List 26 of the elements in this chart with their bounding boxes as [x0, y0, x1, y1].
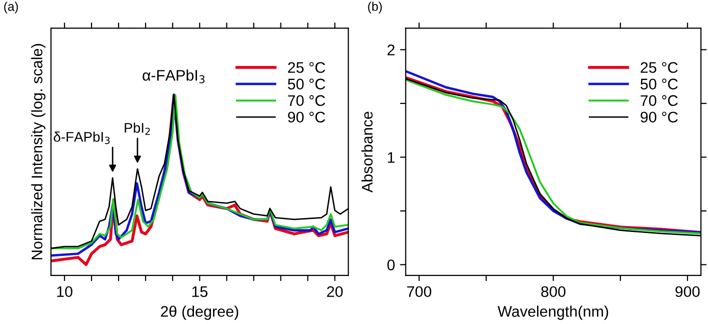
- x-tick-label: 10: [57, 286, 72, 298]
- y-axis-title: Normalized Intensity (log. scale): [31, 44, 46, 260]
- legend-label: 50 °C: [640, 78, 678, 90]
- legend-label: 90 °C: [288, 112, 326, 123]
- x-tick-label: 800: [541, 286, 566, 298]
- y-tick-label: 0: [387, 260, 395, 270]
- x-axis-title: Wavelength(nm): [498, 306, 608, 320]
- x-tick-label: 15: [192, 286, 208, 298]
- x-tick-label: 700: [407, 286, 432, 298]
- chart-title: (b): [368, 2, 382, 14]
- legend-label: 25 °C: [288, 62, 326, 73]
- annotation: δ-FAPbI$_{3}$: [54, 132, 110, 144]
- annotation: α-FAPbI$_{3}$: [142, 70, 205, 84]
- annotation: PbI$_{2}$: [124, 122, 150, 135]
- legend-label: 70 °C: [288, 95, 326, 106]
- chart-title: (a): [4, 2, 18, 14]
- y-tick-label: 2: [388, 44, 394, 56]
- legend-label: 25 °C: [640, 62, 678, 73]
- x-tick-label: 20: [327, 286, 343, 298]
- x-axis-title: 2θ (degree): [160, 306, 238, 320]
- y-tick-label: 1: [388, 152, 395, 163]
- y-axis-title: Absorbance: [361, 112, 373, 193]
- legend-label: 70 °C: [640, 95, 678, 106]
- x-tick-label: 900: [675, 286, 700, 298]
- legend-label: 50 °C: [288, 78, 326, 90]
- legend-label: 90 °C: [640, 112, 678, 123]
